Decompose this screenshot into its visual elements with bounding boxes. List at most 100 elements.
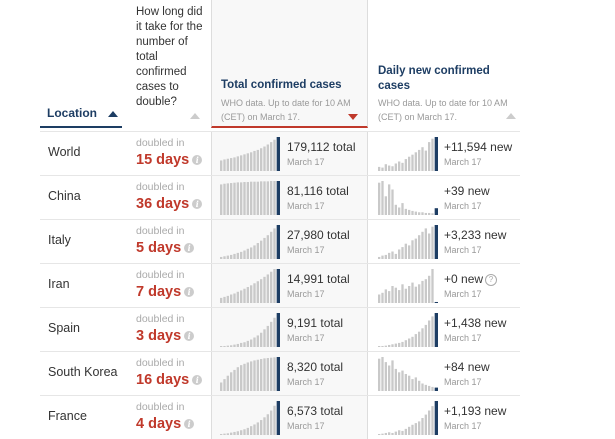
bar [394, 343, 397, 347]
total-date: March 17 [287, 377, 325, 387]
bar [246, 182, 249, 215]
doubled-in-label: doubled in [136, 137, 185, 149]
new-cases-sparkline [378, 401, 438, 435]
country-name[interactable]: Italy [48, 233, 71, 247]
bar [404, 243, 407, 259]
bar [414, 152, 417, 171]
table-row[interactable]: Italy doubled in 5 days i 27,980 total Ma… [40, 219, 520, 263]
sort-icon [190, 113, 200, 119]
table-row[interactable]: Spain doubled in 3 days i 9,191 total Mar… [40, 307, 520, 351]
total-cases: 179,112 total [287, 140, 356, 154]
info-icon[interactable]: i [192, 199, 203, 209]
bar [220, 297, 223, 303]
doubling-header-label: How long did it take for the number of t… [136, 6, 203, 108]
table-row[interactable]: World doubled in 15 days i 179,112 total … [40, 131, 520, 175]
doubling-days: 16 days i [136, 372, 203, 388]
bar [414, 423, 417, 435]
bar [384, 254, 387, 259]
country-name[interactable]: China [48, 189, 81, 203]
sort-ascending-icon [108, 111, 118, 117]
info-icon[interactable]: i [192, 155, 203, 165]
info-icon[interactable]: i [184, 243, 195, 253]
bar [388, 165, 391, 171]
total-header-sub: WHO data. Up to date for 10 AM (CET) on … [221, 98, 351, 122]
info-icon[interactable]: i [184, 419, 195, 429]
bar [256, 281, 259, 303]
bar [223, 296, 226, 303]
bar [220, 256, 223, 259]
bar [428, 212, 431, 215]
table-row[interactable]: China doubled in 36 days i 81,116 total M… [40, 175, 520, 219]
doubling-days-value: 36 days [136, 196, 190, 212]
new-date: March 17 [444, 201, 482, 211]
bar [256, 359, 259, 391]
bar [408, 209, 411, 215]
country-name[interactable]: France [48, 409, 87, 423]
bar [226, 255, 229, 259]
bar [220, 382, 223, 391]
bar [421, 328, 424, 347]
bar [418, 235, 421, 259]
total-cases: 14,991 total [287, 272, 350, 286]
country-name[interactable]: Spain [48, 321, 80, 335]
bar [240, 342, 243, 347]
total-cases: 6,573 total [287, 404, 344, 418]
bar [421, 231, 424, 259]
total-date: March 17 [287, 201, 325, 211]
bar [226, 183, 229, 215]
new-cases-sparkline [378, 137, 438, 171]
doubling-cell: doubled in 36 days i [136, 181, 203, 212]
new-cases-sparkline [378, 313, 438, 347]
bar [378, 166, 381, 171]
table-row[interactable]: Iran doubled in 7 days i 14,991 total Mar… [40, 263, 520, 307]
country-name[interactable]: South Korea [48, 365, 118, 379]
location-header-label: Location [47, 106, 97, 120]
bar [253, 245, 256, 259]
latest-bar [276, 313, 280, 347]
bar [424, 279, 427, 303]
bar [223, 183, 226, 215]
total-sparkline [220, 181, 280, 215]
bar [424, 212, 427, 215]
location-column-header[interactable]: Location [40, 0, 122, 128]
total-column-header[interactable]: Total confirmed cases WHO data. Up to da… [211, 0, 368, 128]
doubling-column-header[interactable]: How long did it take for the number of t… [128, 0, 208, 128]
bar [223, 379, 226, 391]
bar [418, 212, 421, 215]
info-icon[interactable]: i [192, 375, 203, 385]
new-cases-value: +84 new [444, 360, 490, 374]
new-cases-column-header[interactable]: Daily new confirmed cases WHO data. Up t… [370, 0, 516, 128]
country-name[interactable]: World [48, 145, 81, 159]
bar [266, 358, 269, 391]
new-cases: +11,594 new [444, 140, 512, 154]
bar [226, 158, 229, 171]
info-icon[interactable]: i [184, 331, 195, 341]
bar [391, 432, 394, 435]
bar [418, 284, 421, 303]
bar [263, 146, 266, 171]
total-sparkline [220, 137, 280, 171]
bar [246, 427, 249, 435]
bar [394, 431, 397, 435]
help-icon[interactable]: ? [485, 274, 498, 286]
bar [223, 256, 226, 259]
doubling-cell: doubled in 16 days i [136, 357, 203, 388]
info-icon[interactable]: i [184, 287, 195, 297]
bar [408, 426, 411, 435]
bar [431, 269, 434, 303]
bar [404, 340, 407, 347]
bar [253, 283, 256, 303]
bar [388, 252, 391, 259]
bar [263, 329, 266, 347]
total-cases: 8,320 total [287, 360, 344, 374]
country-name[interactable]: Iran [48, 277, 70, 291]
new-date: March 17 [444, 421, 482, 431]
table-row[interactable]: South Korea doubled in 16 days i 8,320 to… [40, 351, 520, 395]
table-row[interactable]: France doubled in 4 days i 6,573 total Ma… [40, 395, 520, 439]
bar [250, 426, 253, 435]
bar [270, 410, 273, 435]
bar [260, 148, 263, 171]
bar [394, 368, 397, 391]
bar [384, 362, 387, 391]
total-sparkline [220, 225, 280, 259]
